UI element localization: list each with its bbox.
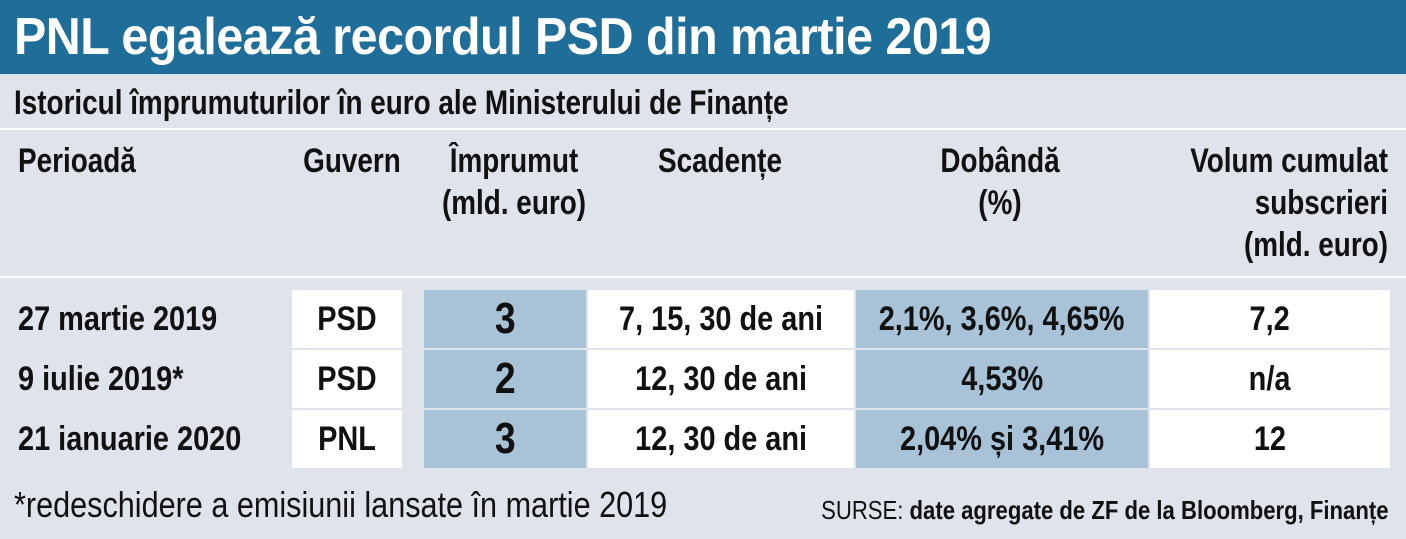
- cell-perioada: 9 iulie 2019*: [18, 360, 184, 398]
- header-top-rule: [0, 128, 1406, 130]
- cell-scadente: 7, 15, 30 de ani: [588, 290, 854, 348]
- header-bottom-rule: [0, 276, 1406, 278]
- cell-guvern: PNL: [292, 410, 402, 468]
- cell-volum: n/a: [1150, 350, 1390, 408]
- header-scadente: Scadențe: [622, 140, 819, 182]
- header-perioada-label: Perioadă: [18, 142, 136, 180]
- header-guvern-label: Guvern: [303, 142, 401, 180]
- sources: SURSE: date agregate de ZF de la Bloombe…: [821, 490, 1388, 530]
- header-volum-line1: Volum cumulat: [1190, 142, 1388, 180]
- header-imprumut: Împrumut (mld. euro): [424, 140, 604, 224]
- cell-scadente: 12, 30 de ani: [588, 410, 854, 468]
- header-dobanda-line2: (%): [978, 184, 1022, 222]
- header-perioada: Perioadă: [18, 140, 136, 182]
- cell-volum: 12: [1150, 410, 1390, 468]
- cell-imprumut: 2: [424, 350, 586, 408]
- footnote: *redeschidere a emisiunii lansate în mar…: [14, 484, 668, 525]
- sources-text: date agregate de ZF de la Bloomberg, Fin…: [909, 495, 1388, 525]
- cell-scadente: 12, 30 de ani: [588, 350, 854, 408]
- header-imprumut-line2: (mld. euro): [441, 184, 587, 222]
- cell-perioada: 21 ianuarie 2020: [18, 420, 242, 458]
- table-row: 27 martie 2019 PSD 3 7, 15, 30 de ani 2,…: [0, 290, 1406, 348]
- table-row: 21 ianuarie 2020 PNL 3 12, 30 de ani 2,0…: [0, 410, 1406, 468]
- cell-guvern: PSD: [292, 350, 402, 408]
- chart-subtitle: Istoricul împrumuturilor în euro ale Min…: [14, 84, 789, 122]
- cell-dobanda: 4,53%: [856, 350, 1148, 408]
- chart-title: PNL egalează recordul PSD din martie 201…: [14, 8, 992, 66]
- header-volum-line3: (mld. euro): [1243, 226, 1388, 264]
- cell-guvern: PSD: [292, 290, 402, 348]
- sources-label: SURSE:: [820, 495, 903, 525]
- header-dobanda: Dobândă (%): [893, 140, 1106, 224]
- header-scadente-label: Scadențe: [658, 142, 782, 180]
- header-guvern: Guvern: [295, 140, 410, 182]
- header-volum: Volum cumulat subscrieri (mld. euro): [1176, 140, 1388, 266]
- header-volum-line2: subscrieri: [1254, 184, 1388, 222]
- cell-volum: 7,2: [1150, 290, 1390, 348]
- cell-imprumut: 3: [424, 410, 586, 468]
- cell-imprumut: 3: [424, 290, 586, 348]
- header-imprumut-line1: Împrumut: [449, 142, 579, 180]
- header-dobanda-line1: Dobândă: [940, 142, 1060, 180]
- cell-perioada: 27 martie 2019: [18, 300, 218, 338]
- cell-dobanda: 2,04% și 3,41%: [856, 410, 1148, 468]
- table-row: 9 iulie 2019* PSD 2 12, 30 de ani 4,53% …: [0, 350, 1406, 408]
- cell-dobanda: 2,1%, 3,6%, 4,65%: [856, 290, 1148, 348]
- title-bar: PNL egalează recordul PSD din martie 201…: [0, 0, 1406, 74]
